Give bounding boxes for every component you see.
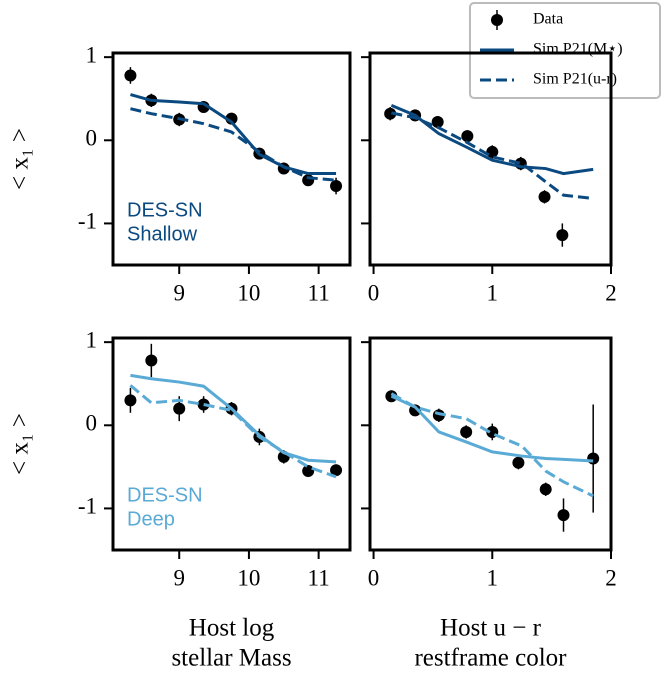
x-axis-label: Host u − r (440, 615, 542, 642)
data-point (557, 509, 570, 522)
panel-annotation: DES-SN (127, 199, 203, 221)
x-tick-label: 0 (368, 280, 380, 305)
x-tick-label: 9 (173, 280, 185, 305)
sim-line (130, 107, 337, 182)
sim-line (129, 384, 337, 479)
data-point (587, 452, 600, 465)
x-tick-label: 1 (487, 565, 499, 590)
data-point (409, 404, 422, 417)
x-axis-label: stellar Mass (171, 645, 291, 672)
sim-line (130, 373, 337, 464)
data-point (538, 190, 551, 203)
x-axis-label: Host log (189, 615, 275, 642)
y-tick-label: 1 (86, 42, 98, 67)
legend: Data Sim P21(M⋆) Sim P21(u-r) (469, 2, 661, 99)
x-tick-label: 11 (308, 280, 330, 305)
y-tick-label: 0 (86, 411, 98, 436)
data-point (145, 354, 158, 367)
y-axis-label: < x₁ > (7, 128, 34, 190)
data-point (460, 425, 473, 438)
sim-line (390, 394, 594, 463)
panel-annotation: Deep (127, 508, 175, 530)
frame (368, 336, 613, 552)
data-point (124, 394, 137, 407)
data-point (486, 145, 499, 158)
sim-line (390, 392, 594, 498)
x-tick-label: 10 (237, 280, 260, 305)
x-tick-label: 2 (605, 280, 617, 305)
data-point (461, 130, 474, 143)
x-tick-label: 11 (308, 565, 330, 590)
data-point (539, 483, 552, 496)
data-point (124, 69, 137, 82)
legend-label: Sim P21(u-r) (533, 71, 617, 88)
y-tick-label: -1 (78, 494, 97, 519)
data-point (330, 464, 343, 477)
x-tick-label: 9 (173, 565, 185, 590)
data-point (302, 174, 315, 187)
sim-line (130, 93, 337, 176)
y-axis-label: < x₁ > (7, 413, 34, 475)
data-point (384, 107, 397, 120)
data-point (302, 465, 315, 478)
x-axis-label: restframe color (414, 645, 567, 672)
panel-annotation: Shallow (127, 223, 198, 245)
x-tick-label: 10 (237, 565, 260, 590)
data-point (431, 116, 444, 129)
legend-swatch (491, 14, 503, 26)
legend-label: Data (533, 11, 563, 28)
x-tick-label: 1 (487, 280, 499, 305)
sim-line (390, 103, 594, 176)
data-point (512, 456, 525, 469)
legend-label: Sim P21(M⋆) (533, 41, 623, 58)
frame (368, 51, 613, 267)
data-point (197, 398, 210, 411)
data-point (556, 229, 569, 242)
x-tick-label: 2 (605, 565, 617, 590)
panel-annotation: DES-SN (127, 484, 203, 506)
data-point (173, 402, 186, 415)
y-tick-label: 1 (86, 327, 98, 352)
y-tick-label: -1 (78, 209, 97, 234)
frame (111, 51, 352, 267)
x-tick-label: 0 (368, 565, 380, 590)
y-tick-label: 0 (86, 126, 98, 151)
data-point (330, 180, 343, 193)
sim-line (391, 111, 594, 200)
frame (111, 336, 352, 552)
